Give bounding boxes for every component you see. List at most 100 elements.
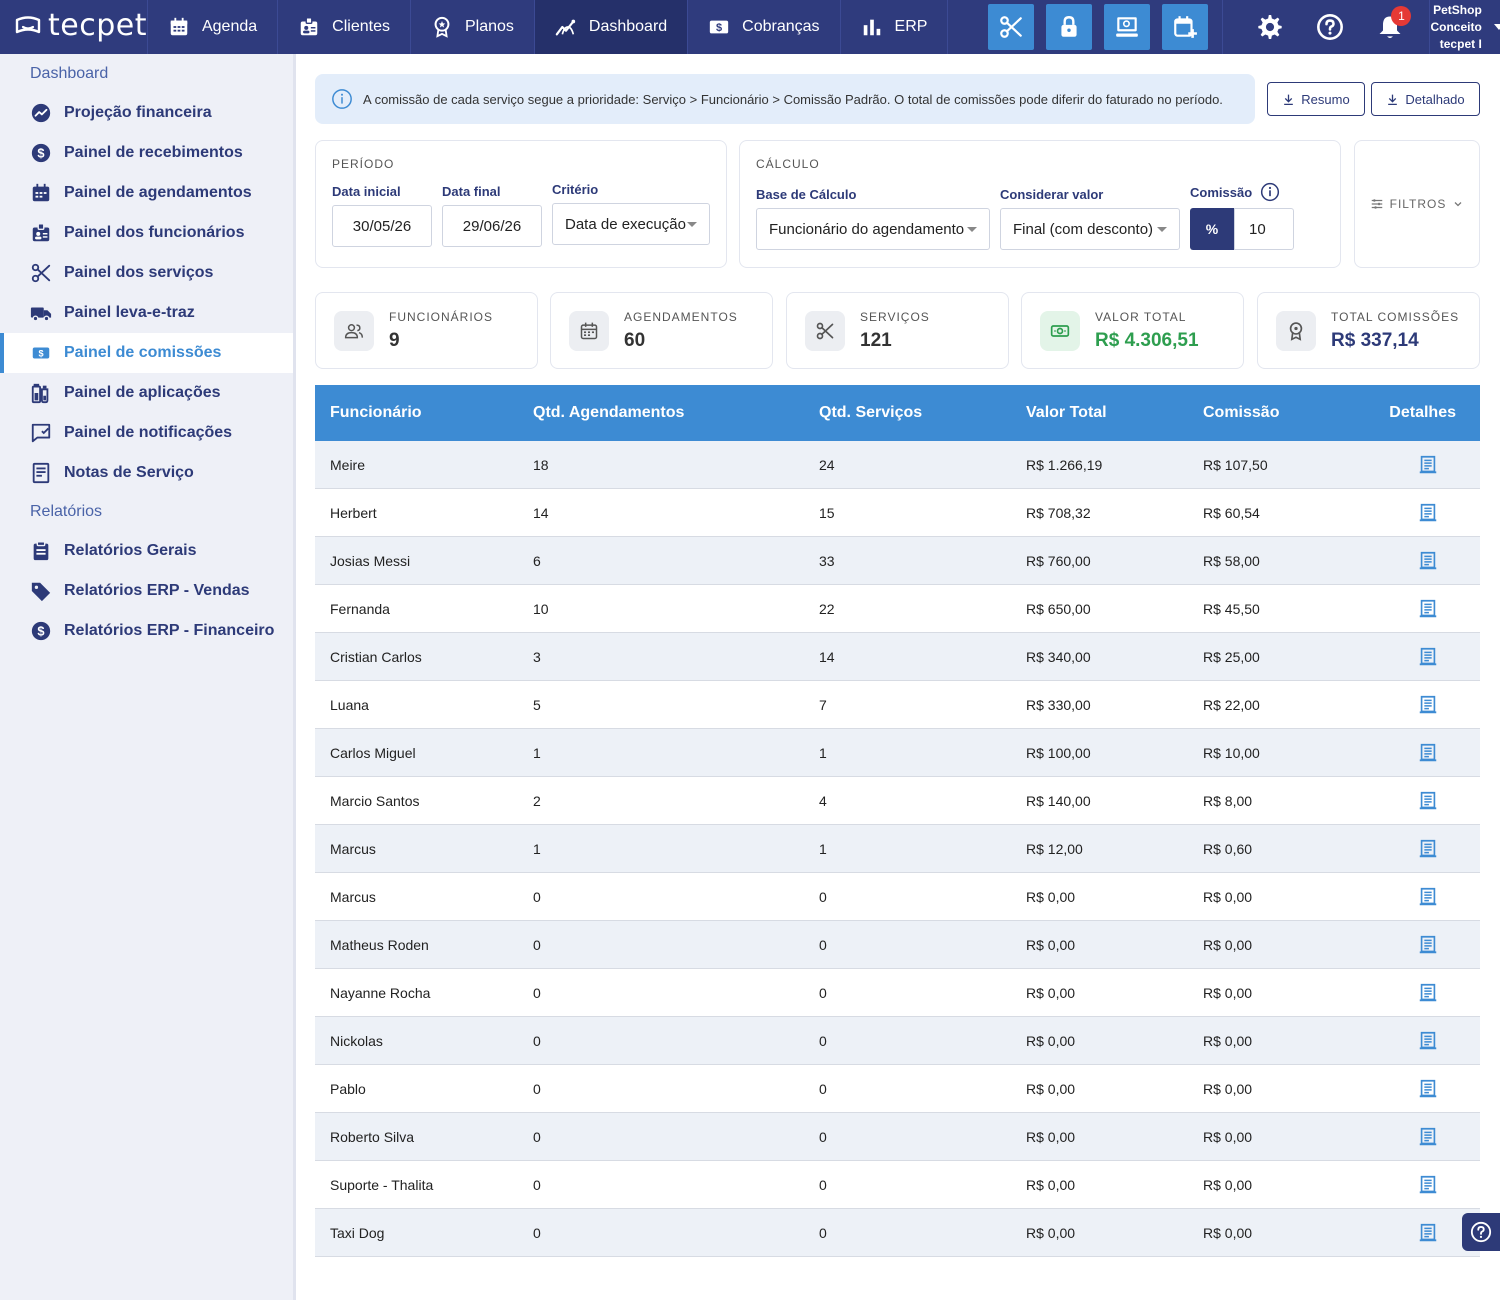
detalhes-button[interactable] [1375, 598, 1480, 620]
filtros-label: FILTROS [1389, 197, 1447, 211]
floating-help-button[interactable] [1462, 1213, 1500, 1251]
detalhado-button[interactable]: Detalhado [1371, 82, 1480, 116]
info-icon[interactable] [1260, 182, 1280, 202]
column-header-qtd-servicos[interactable]: Qtd. Serviços [819, 404, 923, 421]
cell-comissao: R$ 0,60 [1203, 840, 1253, 857]
settings-button[interactable] [1249, 6, 1291, 48]
column-header-valor-total[interactable]: Valor Total [1026, 404, 1107, 421]
detalhes-button[interactable] [1375, 790, 1480, 812]
cell-funcionario: Marcus [330, 840, 376, 857]
criterio-select[interactable]: Data de execução [552, 203, 710, 245]
table-header: Funcionário Qtd. Agendamentos Qtd. Servi… [315, 385, 1480, 441]
detalhes-button[interactable] [1375, 1222, 1480, 1244]
quick-actions [948, 0, 1222, 54]
info-banner-text: A comissão de cada serviço segue a prior… [363, 91, 1223, 107]
column-header-detalhes: Detalhes [1389, 404, 1456, 421]
detalhes-button[interactable] [1375, 982, 1480, 1004]
nav-clientes[interactable]: Clientes [278, 0, 411, 54]
quick-calendar-add-button[interactable] [1162, 4, 1209, 50]
detalhes-button[interactable] [1375, 838, 1480, 860]
detalhes-button[interactable] [1375, 454, 1480, 476]
criterio-label: Critério [552, 182, 599, 197]
sidebar-item-relatorios-erp-financeiro[interactable]: $ Relatórios ERP - Financeiro [0, 611, 293, 651]
column-header-comissao[interactable]: Comissão [1203, 404, 1280, 421]
detalhes-button[interactable] [1375, 1030, 1480, 1052]
sidebar-item-relatorios-erp-vendas[interactable]: Relatórios ERP - Vendas [0, 571, 293, 611]
data-inicial-input[interactable]: 30/05/26 [332, 205, 432, 247]
download-icon [1284, 94, 1294, 105]
tecpet-logo-icon [15, 16, 41, 34]
receipt-icon [1419, 503, 1436, 521]
notifications-button[interactable]: 1 [1369, 6, 1412, 48]
cell-qtd-agendamentos: 10 [533, 600, 549, 617]
quick-pos-button[interactable] [1104, 4, 1151, 50]
cell-comissao: R$ 0,00 [1203, 1128, 1253, 1145]
sidebar-item-painel-servicos[interactable]: Painel dos serviços [0, 253, 293, 293]
nav-planos[interactable]: Planos [411, 0, 535, 54]
cell-qtd-servicos: 0 [819, 888, 827, 905]
comissao-tipo-toggle[interactable]: % [1190, 208, 1234, 250]
calculo-card: CÁLCULO Base de Cálculo Funcionário do a… [739, 140, 1341, 268]
nav-cobrancas[interactable]: $ Cobranças [688, 0, 841, 54]
brand-logo[interactable]: tecpet [0, 0, 148, 54]
resumo-button[interactable]: Resumo [1267, 82, 1365, 116]
detalhes-button[interactable] [1375, 742, 1480, 764]
notification-badge: 1 [1391, 6, 1412, 26]
detalhes-button[interactable] [1375, 550, 1480, 572]
sidebar-item-painel-notificacoes[interactable]: Painel de notificações [0, 413, 293, 453]
account-menu[interactable]: PetShop Conceito tecpet I [1429, 0, 1500, 54]
filtros-button[interactable]: FILTROS [1354, 140, 1480, 268]
cell-qtd-servicos: 4 [819, 792, 827, 809]
receipt-icon [1419, 743, 1436, 761]
sidebar-item-painel-comissoes[interactable]: $ Painel de comissões [0, 333, 293, 373]
cell-funcionario: Nickolas [330, 1032, 383, 1049]
column-header-funcionario[interactable]: Funcionário [330, 404, 422, 421]
sidebar-item-painel-funcionarios[interactable]: Painel dos funcionários [0, 213, 293, 253]
considerar-valor-select[interactable]: Final (com desconto) [1000, 208, 1180, 250]
comissao-valor-input[interactable]: 10 [1234, 208, 1294, 250]
sidebar-item-painel-recebimentos[interactable]: $ Painel de recebimentos [0, 133, 293, 173]
sidebar-item-painel-aplicacoes[interactable]: Painel de aplicações [0, 373, 293, 413]
nav-dashboard-label: Dashboard [588, 18, 668, 35]
cell-qtd-agendamentos: 0 [533, 1176, 541, 1193]
detalhes-button[interactable] [1375, 646, 1480, 668]
sidebar-item-notas-servico[interactable]: Notas de Serviço [0, 453, 293, 493]
system-icons: 1 [1222, 0, 1429, 54]
detalhes-button[interactable] [1375, 1078, 1480, 1100]
cell-funcionario: Taxi Dog [330, 1224, 385, 1241]
sidebar-item-projecao-financeira[interactable]: Projeção financeira [0, 93, 293, 133]
nav-erp[interactable]: ERP [841, 0, 949, 54]
data-inicial-label: Data inicial [332, 184, 401, 199]
award-icon [1289, 322, 1303, 341]
cell-qtd-servicos: 33 [819, 552, 835, 569]
base-calculo-select[interactable]: Funcionário do agendamento [756, 208, 990, 250]
chevron-down-icon [1493, 24, 1500, 30]
nav-dashboard[interactable]: Dashboard [534, 0, 689, 54]
receipt-icon [1419, 935, 1436, 953]
help-button[interactable] [1309, 6, 1351, 48]
comissoes-table: Funcionário Qtd. Agendamentos Qtd. Servi… [315, 385, 1480, 1257]
detalhes-button[interactable] [1375, 502, 1480, 524]
detalhes-button[interactable] [1375, 1126, 1480, 1148]
cell-qtd-servicos: 1 [819, 840, 827, 857]
quick-scissors-button[interactable] [988, 4, 1035, 50]
sidebar-item-painel-leva-e-traz[interactable]: Painel leva-e-traz [0, 293, 293, 333]
nav-agenda[interactable]: Agenda [148, 0, 279, 54]
sidebar-item-painel-agendamentos[interactable]: Painel de agendamentos [0, 173, 293, 213]
sidebar-item-label: Relatórios Gerais [64, 542, 197, 559]
sidebar-item-relatorios-gerais[interactable]: Relatórios Gerais [0, 531, 293, 571]
quick-lock-button[interactable] [1046, 4, 1093, 50]
detalhes-button[interactable] [1375, 694, 1480, 716]
detalhes-button[interactable] [1375, 934, 1480, 956]
cell-funcionario: Roberto Silva [330, 1128, 415, 1145]
cell-funcionario: Josias Messi [330, 552, 411, 569]
column-header-qtd-agendamentos[interactable]: Qtd. Agendamentos [533, 404, 685, 421]
cash-icon [1050, 325, 1070, 337]
account-user: tecpet I [1439, 36, 1482, 51]
data-final-input[interactable]: 29/06/26 [442, 205, 542, 247]
detalhes-button[interactable] [1375, 1174, 1480, 1196]
cell-valor-total: R$ 330,00 [1026, 696, 1091, 713]
detalhes-button[interactable] [1375, 886, 1480, 908]
cell-qtd-servicos: 0 [819, 1080, 827, 1097]
sidebar-item-label: Painel de notificações [64, 424, 233, 441]
